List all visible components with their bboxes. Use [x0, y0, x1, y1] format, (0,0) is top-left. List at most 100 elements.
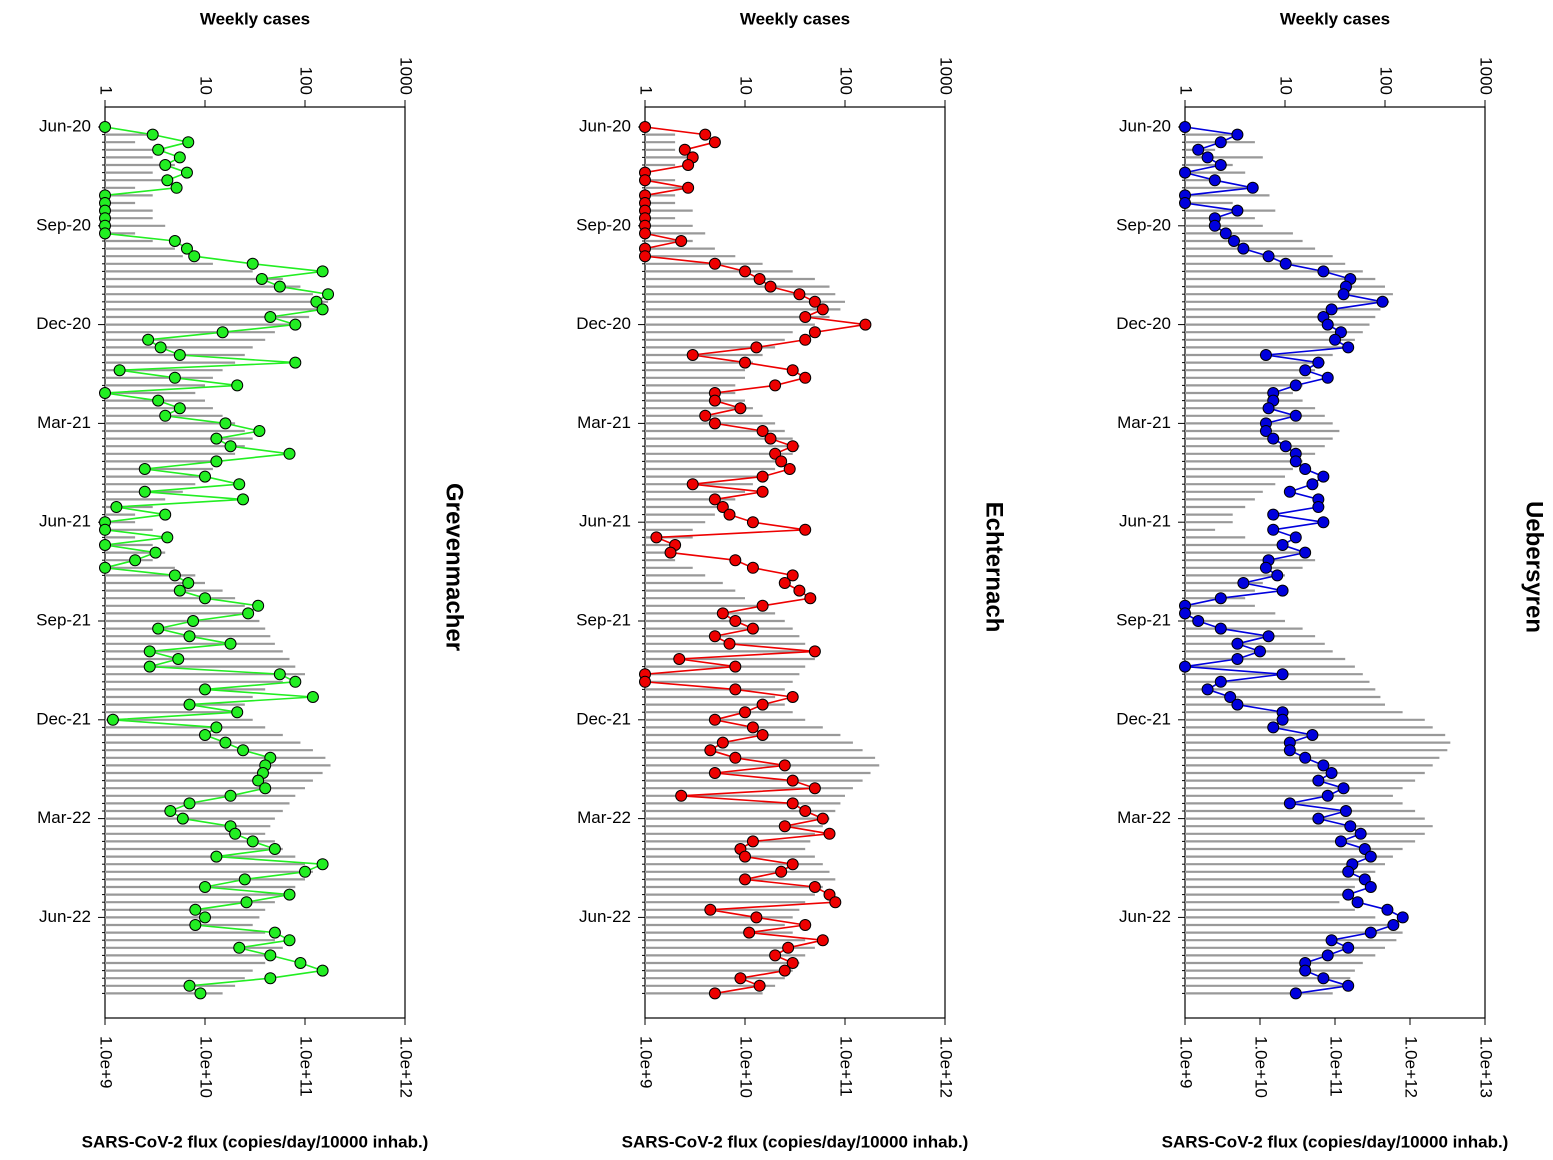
flux-point: [699, 409, 712, 422]
y-tick-label: Dec-20: [576, 314, 631, 333]
flux-point: [161, 174, 174, 187]
flux-point: [1364, 926, 1377, 939]
flux-point: [650, 531, 663, 544]
flux-point: [729, 615, 742, 627]
flux-point: [1289, 987, 1302, 1000]
flux-point: [199, 881, 211, 893]
flux-point: [753, 979, 766, 992]
flux-point: [786, 569, 799, 582]
flux-point: [782, 941, 795, 954]
x2-tick-label: 100: [297, 67, 316, 95]
y-tick-label: Mar-21: [577, 413, 631, 432]
flux-point: [639, 227, 651, 240]
flux-point: [289, 318, 302, 331]
flux-point: [1396, 911, 1409, 924]
flux-point: [173, 349, 186, 361]
flux-point: [180, 242, 193, 255]
flux-point: [1317, 759, 1330, 772]
flux-point: [1364, 850, 1377, 863]
flux-point: [1237, 577, 1250, 589]
flux-point: [1276, 539, 1289, 551]
flux-point: [1283, 744, 1296, 757]
flux-point: [183, 698, 196, 711]
flux-point: [199, 683, 211, 696]
flux-point: [231, 379, 244, 392]
flux-point: [1289, 455, 1302, 468]
flux-point: [210, 721, 223, 734]
flux-point: [268, 926, 281, 939]
flux-point: [1325, 767, 1338, 779]
x-axis-label: SARS-CoV-2 flux (copies/day/10000 inhab.…: [1162, 1132, 1509, 1151]
x2-axis-label: Weekly cases: [740, 9, 850, 28]
flux-point: [746, 516, 759, 529]
flux-point: [793, 584, 806, 597]
x-tick-label: 1.0e+9: [1177, 1036, 1196, 1088]
flux-point: [678, 143, 691, 156]
flux-point: [704, 744, 717, 757]
flux-point: [224, 789, 237, 802]
y-tick-label: Jun-20: [1119, 116, 1171, 135]
flux-point: [799, 371, 812, 384]
x-tick-label: 1.0e+12: [1402, 1036, 1421, 1098]
flux-point: [246, 835, 259, 848]
flux-point: [168, 371, 181, 384]
flux-point: [187, 615, 200, 627]
flux-point: [1299, 751, 1312, 764]
flux-point: [639, 174, 651, 187]
flux-point: [322, 288, 335, 301]
flux-point: [283, 934, 296, 947]
flux-point: [283, 447, 296, 460]
flux-point: [1262, 402, 1275, 415]
flux-point: [1262, 250, 1275, 263]
flux-point: [1214, 622, 1227, 635]
flux-point: [240, 896, 253, 909]
flux-point: [1231, 653, 1244, 665]
flux-point: [750, 341, 763, 354]
flux-point: [1339, 805, 1352, 817]
flux-point: [675, 235, 688, 247]
flux-point: [173, 584, 186, 597]
flux-point: [182, 577, 195, 589]
flux-point: [1342, 941, 1355, 954]
flux-point: [804, 592, 817, 605]
y-tick-label: Dec-20: [36, 314, 91, 333]
flux-point: [159, 159, 172, 171]
flux-point: [739, 850, 751, 863]
flux-point: [1312, 356, 1325, 369]
flux-point: [639, 121, 651, 133]
x2-tick-label: 1000: [1477, 57, 1496, 95]
flux-point: [252, 599, 265, 612]
flux-point: [723, 637, 736, 650]
flux-point: [1351, 896, 1364, 909]
flux-point: [808, 782, 821, 795]
flux-point: [734, 972, 747, 985]
flux-point: [264, 949, 277, 962]
y-tick-label: Sep-20: [36, 215, 91, 234]
flux-point: [1376, 295, 1389, 308]
flux-point: [224, 440, 237, 453]
flux-point: [775, 455, 788, 468]
flux-point: [1342, 979, 1355, 992]
flux-point: [170, 181, 183, 194]
flux-point: [1299, 964, 1312, 977]
flux-point: [1317, 470, 1330, 483]
flux-point: [786, 858, 799, 871]
flux-point: [154, 341, 167, 354]
flux-point: [675, 789, 688, 802]
flux-point: [1179, 197, 1191, 209]
flux-point: [716, 607, 729, 620]
x-tick-label: 1.0e+11: [297, 1036, 316, 1097]
flux-point: [1276, 713, 1289, 726]
flux-point: [1321, 318, 1334, 331]
flux-point: [110, 501, 123, 513]
flux-point: [1312, 774, 1325, 787]
flux-point: [1192, 615, 1205, 627]
flux-point: [786, 440, 799, 453]
flux-point: [1219, 227, 1232, 240]
flux-point: [273, 280, 286, 293]
flux-point: [1342, 865, 1355, 878]
y-tick-label: Mar-22: [37, 808, 91, 827]
flux-point: [264, 311, 277, 323]
flux-point: [1271, 569, 1284, 582]
